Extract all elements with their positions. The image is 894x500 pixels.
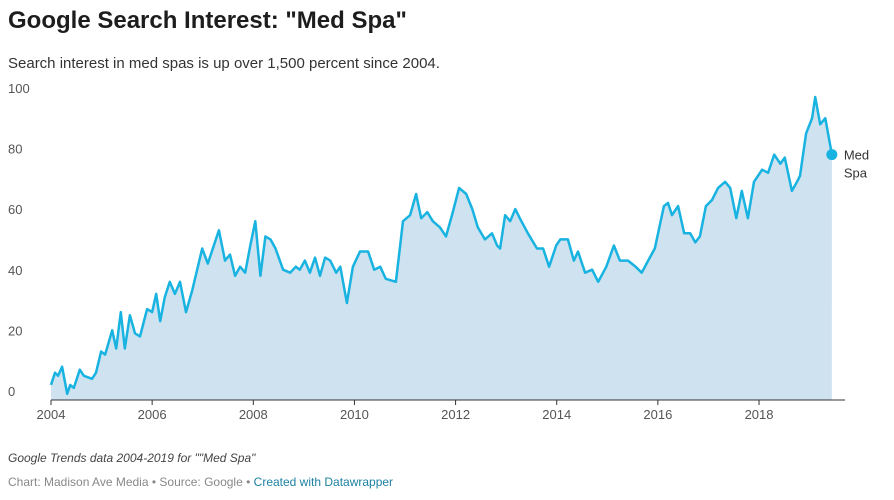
y-tick-label: 80 <box>8 142 22 157</box>
y-tick-label: 60 <box>8 202 22 217</box>
x-tick-label: 2012 <box>441 407 470 422</box>
x-tick-label: 2016 <box>643 407 672 422</box>
x-tick-label: 2006 <box>138 407 167 422</box>
footer-credit: Chart: Madison Ave Media • Source: Googl… <box>8 475 250 489</box>
area <box>51 97 832 400</box>
y-tick-label: 100 <box>8 81 30 96</box>
x-tick-label: 2010 <box>340 407 369 422</box>
chart-note: Google Trends data 2004-2019 for ""Med S… <box>8 451 256 465</box>
footer-link[interactable]: Created with Datawrapper <box>254 475 393 489</box>
plot: 0 20 40 60 80 100 Med Spa 2004 2006 2008 2010 2012 20… <box>8 81 869 422</box>
x-tick-label: 2014 <box>542 407 571 422</box>
y-tick-label: 20 <box>8 323 22 338</box>
end-dot <box>826 149 838 161</box>
y-tick-label: 0 <box>8 384 15 399</box>
x-tick-label: 2018 <box>745 407 774 422</box>
footer: Chart: Madison Ave Media • Source: Googl… <box>8 475 393 489</box>
y-tick-label: 40 <box>8 263 22 278</box>
line <box>49 95 834 396</box>
series-label: Med Spa <box>844 148 869 181</box>
x-tick-label: 2004 <box>37 407 66 422</box>
chart-title: Google Search Interest: "Med Spa" <box>8 7 407 34</box>
chart-subtitle: Search interest in med spas is up over 1… <box>8 55 440 72</box>
x-tick-label: 2008 <box>239 407 268 422</box>
